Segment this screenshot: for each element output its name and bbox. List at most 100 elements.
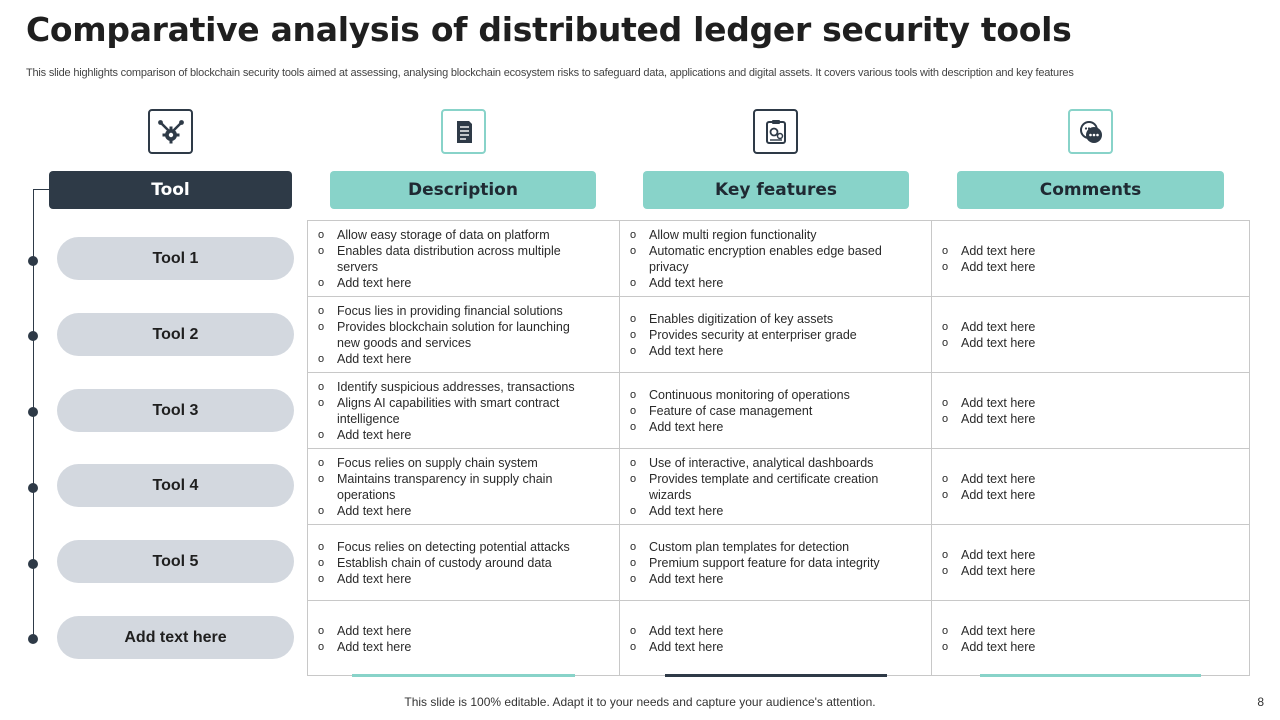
tool-label: Tool 3 [57, 389, 294, 432]
table-cell-features: Enables digitization of key assetsProvid… [620, 297, 931, 373]
bullet-list: Add text hereAdd text here [942, 471, 1035, 503]
header-key-features: Key features [643, 171, 909, 209]
tool-label: Tool 4 [57, 464, 294, 507]
accent-bar [665, 674, 887, 677]
bullet-item: Add text here [942, 471, 1035, 487]
bullet-list: Add text hereAdd text here [942, 623, 1035, 655]
table-cell-description: Identify suspicious addresses, transacti… [308, 373, 619, 449]
bullet-item: Add text here [630, 639, 723, 655]
bullet-list: Allow easy storage of data on platformEn… [318, 227, 593, 291]
chat-bubbles-icon [1068, 109, 1113, 154]
bullet-list: Enables digitization of key assetsProvid… [630, 311, 857, 359]
bullet-list: Focus relies on supply chain systemMaint… [318, 455, 593, 519]
table-cell-comments: Add text hereAdd text here [932, 449, 1249, 525]
row-divider [307, 448, 1250, 449]
bullet-item: Add text here [942, 639, 1035, 655]
bullet-list: Add text hereAdd text here [942, 243, 1035, 275]
bullet-item: Add text here [942, 547, 1035, 563]
bullet-item: Automatic encryption enables edge based … [630, 243, 905, 275]
footer-note: This slide is 100% editable. Adapt it to… [404, 695, 876, 709]
bullet-item: Add text here [630, 571, 880, 587]
bullet-item: Add text here [942, 395, 1035, 411]
bullet-item: Feature of case management [630, 403, 850, 419]
table-cell-comments: Add text hereAdd text here [932, 601, 1249, 677]
bullet-item: Provides template and certificate creati… [630, 471, 905, 503]
accent-bar [980, 674, 1201, 677]
table-cell-description: Focus relies on detecting potential atta… [308, 525, 619, 601]
bullet-list: Add text hereAdd text here [318, 623, 411, 655]
row-divider [307, 296, 1250, 297]
tool-label: Tool 5 [57, 540, 294, 583]
bullet-item: Add text here [942, 563, 1035, 579]
bullet-item: Allow multi region functionality [630, 227, 905, 243]
bullet-item: Custom plan templates for detection [630, 539, 880, 555]
header-tool: Tool [49, 171, 292, 209]
bullet-item: Continuous monitoring of operations [630, 387, 850, 403]
timeline-dot [28, 634, 38, 644]
bullet-item: Add text here [630, 503, 905, 519]
bullet-list: Focus lies in providing financial soluti… [318, 303, 593, 367]
bullet-item: Add text here [318, 275, 593, 291]
page-title: Comparative analysis of distributed ledg… [26, 10, 1072, 49]
page-subtitle: This slide highlights comparison of bloc… [26, 67, 1074, 79]
bullet-item: Aligns AI capabilities with smart contra… [318, 395, 593, 427]
bullet-list: Use of interactive, analytical dashboard… [630, 455, 905, 519]
table-cell-comments: Add text hereAdd text here [932, 373, 1249, 449]
page-number: 8 [1257, 695, 1264, 709]
bullet-item: Enables digitization of key assets [630, 311, 857, 327]
header-description: Description [330, 171, 596, 209]
bullet-list: Add text hereAdd text here [942, 319, 1035, 351]
bullet-item: Focus relies on detecting potential atta… [318, 539, 570, 555]
bullet-item: Add text here [318, 351, 593, 367]
timeline-stub [33, 189, 49, 190]
table-cell-description: Allow easy storage of data on platformEn… [308, 221, 619, 297]
table-cell-description: Focus lies in providing financial soluti… [308, 297, 619, 373]
table-cell-description: Add text hereAdd text here [308, 601, 619, 677]
tool-label: Add text here [57, 616, 294, 659]
table-cell-features: Allow multi region functionalityAutomati… [620, 221, 931, 297]
table-cell-comments: Add text hereAdd text here [932, 525, 1249, 601]
bullet-list: Add text hereAdd text here [630, 623, 723, 655]
bullet-item: Add text here [630, 419, 850, 435]
row-divider [307, 372, 1250, 373]
bullet-item: Add text here [318, 503, 593, 519]
bullet-item: Add text here [942, 259, 1035, 275]
bullet-item: Add text here [942, 335, 1035, 351]
timeline-dot [28, 483, 38, 493]
bullet-list: Allow multi region functionalityAutomati… [630, 227, 905, 291]
row-divider [307, 600, 1250, 601]
bullet-item: Add text here [942, 411, 1035, 427]
table-cell-features: Continuous monitoring of operationsFeatu… [620, 373, 931, 449]
tools-gear-icon [148, 109, 193, 154]
timeline-dot [28, 407, 38, 417]
timeline-dot [28, 331, 38, 341]
bullet-item: Add text here [942, 623, 1035, 639]
table-cell-features: Add text hereAdd text here [620, 601, 931, 677]
tool-label: Tool 1 [57, 237, 294, 280]
bullet-item: Establish chain of custody around data [318, 555, 570, 571]
bullet-list: Custom plan templates for detectionPremi… [630, 539, 880, 587]
bullet-list: Add text hereAdd text here [942, 547, 1035, 579]
bullet-item: Add text here [942, 487, 1035, 503]
row-divider [307, 524, 1250, 525]
bullet-item: Add text here [318, 639, 411, 655]
table-cell-features: Custom plan templates for detectionPremi… [620, 525, 931, 601]
tool-label: Tool 2 [57, 313, 294, 356]
timeline-dot [28, 559, 38, 569]
bullet-item: Add text here [630, 623, 723, 639]
clipboard-settings-icon [753, 109, 798, 154]
bullet-list: Continuous monitoring of operationsFeatu… [630, 387, 850, 435]
bullet-list: Identify suspicious addresses, transacti… [318, 379, 593, 443]
bullet-item: Use of interactive, analytical dashboard… [630, 455, 905, 471]
bullet-item: Add text here [318, 623, 411, 639]
bullet-item: Allow easy storage of data on platform [318, 227, 593, 243]
bullet-item: Provides security at enterpriser grade [630, 327, 857, 343]
bullet-item: Focus lies in providing financial soluti… [318, 303, 593, 319]
bullet-item: Focus relies on supply chain system [318, 455, 593, 471]
bullet-item: Identify suspicious addresses, transacti… [318, 379, 593, 395]
table-cell-features: Use of interactive, analytical dashboard… [620, 449, 931, 525]
timeline-dot [28, 256, 38, 266]
bullet-item: Add text here [630, 343, 857, 359]
header-comments: Comments [957, 171, 1224, 209]
table-cell-comments: Add text hereAdd text here [932, 297, 1249, 373]
